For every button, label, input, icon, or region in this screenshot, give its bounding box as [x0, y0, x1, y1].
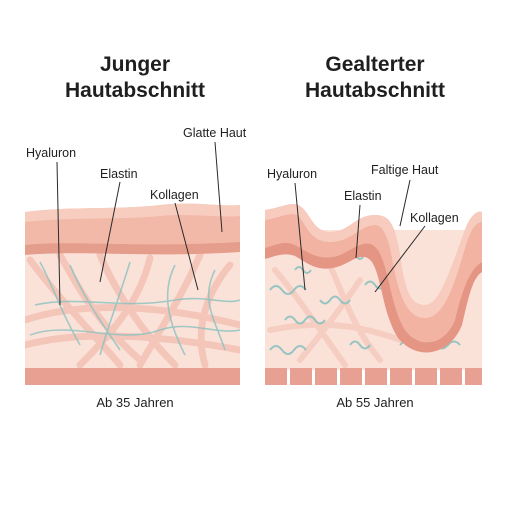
leader-aged-elastin — [355, 204, 361, 259]
leader-aged-kollagen — [374, 225, 426, 293]
title-young-skin: Junger Hautabschnitt — [30, 52, 240, 104]
title-young-line1: Junger — [99, 53, 170, 76]
title-aged-skin: Gealterter Hautabschnitt — [265, 52, 485, 104]
leader-aged-surface — [399, 179, 411, 227]
caption-aged-age: Ab 55 Jahren — [336, 395, 414, 410]
aged-skin-surface — [265, 204, 482, 318]
label-aged-hyaluron: Hyaluron — [267, 167, 318, 181]
young-subcutis — [25, 368, 240, 385]
leader-young-surface — [214, 141, 223, 233]
aged-basal-layer — [265, 242, 482, 353]
leader-young-elastin — [99, 181, 121, 283]
title-aged-line1: Gealterter — [325, 53, 425, 76]
young-elastin-fibers — [29, 261, 240, 356]
young-skin-surface — [25, 203, 240, 222]
aged-subcutis — [265, 368, 482, 385]
caption-young-age: Ab 35 Jahren — [96, 395, 174, 410]
leader-aged-hyaluron — [294, 182, 306, 291]
label-aged-kollagen: Kollagen — [410, 211, 459, 225]
label-young-surface: Glatte Haut — [183, 126, 247, 140]
young-skin-section — [25, 203, 240, 385]
aged-skin-section — [265, 204, 482, 385]
title-young-line2: Hautabschnitt — [64, 79, 205, 102]
label-aged-elastin: Elastin — [344, 189, 382, 203]
label-young-hyaluron: Hyaluron — [26, 146, 77, 160]
label-aged-surface: Faltige Haut — [371, 163, 439, 177]
label-young-kollagen: Kollagen — [150, 188, 199, 202]
leader-young-kollagen — [174, 202, 199, 291]
title-aged-line2: Hautabschnitt — [304, 79, 445, 102]
label-young-elastin: Elastin — [100, 167, 138, 181]
leader-lines — [56, 141, 426, 306]
leader-young-hyaluron — [56, 161, 61, 306]
